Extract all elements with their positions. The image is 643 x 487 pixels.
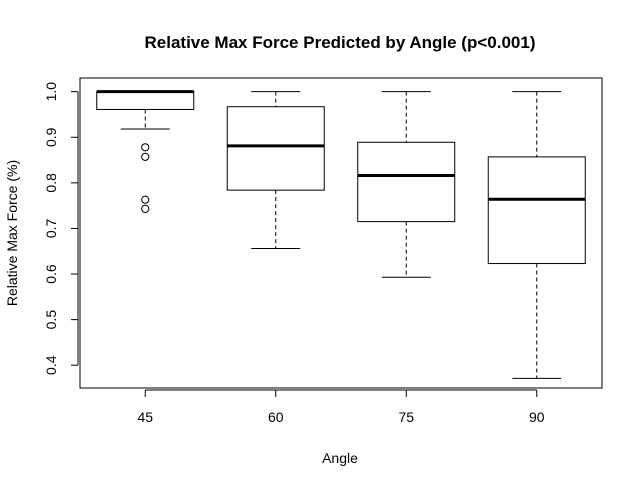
x-axis-label: Angle (322, 450, 358, 466)
plot-frame (79, 77, 603, 389)
box-90 (487, 156, 586, 265)
y-tick-label: 0.6 (43, 264, 59, 284)
outlier-point (141, 204, 150, 213)
box-60 (226, 106, 325, 191)
y-tick-label: 1.0 (43, 82, 59, 102)
y-axis: 0.4 0.5 0.6 0.7 0.8 0.9 1.0 (43, 82, 79, 375)
outlier-point (141, 195, 150, 204)
x-axis: 45 60 75 90 (137, 389, 545, 425)
chart-title: Relative Max Force Predicted by Angle (p… (145, 33, 536, 52)
outlier-point (141, 152, 150, 161)
y-tick-label: 0.8 (43, 173, 59, 193)
box-45 (96, 91, 195, 110)
y-tick-label: 0.7 (43, 218, 59, 238)
y-tick-label: 0.9 (43, 127, 59, 147)
y-axis-label: Relative Max Force (%) (4, 160, 20, 306)
outlier-point (141, 143, 150, 152)
x-tick-label: 45 (137, 409, 153, 425)
y-tick-label: 0.5 (43, 310, 59, 330)
y-tick-label: 0.4 (43, 355, 59, 375)
x-tick-label: 75 (398, 409, 414, 425)
boxes-group (96, 90, 586, 379)
box-75 (357, 141, 456, 223)
x-tick-label: 60 (268, 409, 284, 425)
x-tick-label: 90 (529, 409, 545, 425)
